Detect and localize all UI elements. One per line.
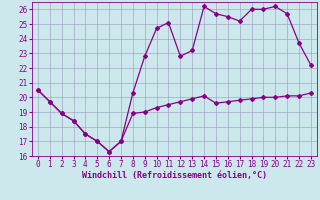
- X-axis label: Windchill (Refroidissement éolien,°C): Windchill (Refroidissement éolien,°C): [82, 171, 267, 180]
